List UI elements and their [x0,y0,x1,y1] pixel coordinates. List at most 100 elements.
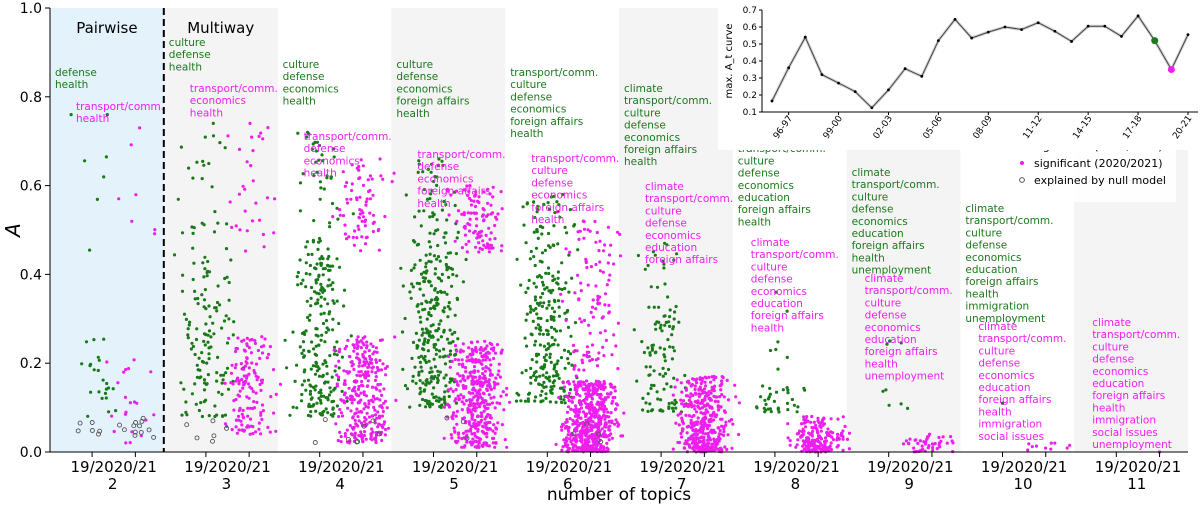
point-2020-2021 [447,213,451,217]
point-2019-2020 [445,337,450,341]
point-2020-2021 [337,350,341,354]
point-2019-2020 [776,367,780,371]
point-2019-2020 [313,266,317,270]
point-2020-2021 [691,423,695,427]
point-2019-2020 [430,162,434,166]
point-2019-2020 [434,342,438,347]
point-2020-2021 [578,317,582,321]
point-2019-2020 [206,373,210,377]
point-2020-2021 [798,429,802,433]
point-2020-2021 [567,446,572,451]
point-2020-2021 [364,357,368,361]
point-2020-2021 [687,436,691,441]
point-2020-2021 [490,401,495,405]
point-2020-2021 [382,401,386,405]
point-2020-2021 [470,382,474,386]
point-2020-2021 [500,207,504,211]
point-2019-2020 [203,135,207,139]
point-2019-2020 [215,379,219,383]
point-2019-2020 [314,149,318,153]
point-2020-2021 [841,415,845,419]
point-2020-2021 [365,340,369,344]
point-2020-2021 [950,439,954,443]
point-2020-2021 [603,329,607,333]
legend-marker [1019,177,1025,183]
point-2019-2020 [216,355,220,359]
point-2020-2021 [829,417,833,421]
point-2020-2021 [245,342,249,346]
point-2020-2021 [365,235,369,239]
point-2020-2021 [708,413,713,417]
inset-y-tick-label: 0.4 [743,57,758,67]
point-2020-2021 [489,212,493,216]
point-2019-2020 [428,370,432,374]
point-2020-2021 [357,215,361,220]
point-2020-2021 [700,388,704,393]
point-2019-2020 [299,399,304,403]
point-2020-2021 [803,447,807,451]
point-2020-2021 [463,366,468,370]
point-2020-2021 [807,431,811,435]
point-2020-2021 [451,389,455,393]
point-2020-2021 [595,230,599,235]
point-2020-2021 [360,379,364,384]
point-2019-2020 [205,361,209,365]
point-2020-2021 [614,407,618,411]
point-2020-2021 [588,434,592,438]
point-2020-2021 [837,437,841,441]
point-2019-2020 [202,275,206,279]
point-2019-2020 [768,386,772,390]
point-2020-2021 [371,193,375,197]
point-2020-2021 [243,209,247,213]
point-2019-2020 [674,400,678,405]
point-2019-2020 [560,400,564,404]
inset-point [887,88,890,92]
point-2019-2020 [413,215,417,219]
point-2020-2021 [355,342,359,346]
point-2020-2021 [371,430,375,434]
point-2020-2021 [484,407,489,411]
point-2019-2020 [647,373,651,377]
point-2019-2020 [666,367,671,372]
point-2020-2021 [355,338,359,342]
point-2020-2021 [453,357,457,362]
point-2019-2020 [659,398,663,402]
point-2020-2021 [579,289,583,293]
point-2019-2020 [557,376,561,380]
point-2019-2020 [670,406,675,410]
point-2019-2020 [534,326,538,330]
point-2020-2021 [481,400,485,404]
point-2020-2021 [461,342,465,346]
point-2020-2021 [343,223,347,227]
point-2020-2021 [554,442,558,446]
point-2020-2021 [357,410,361,414]
point-2019-2020 [432,345,436,349]
point-2019-2020 [762,406,766,410]
point-2020-2021 [492,386,496,390]
point-2019-2020 [540,232,544,236]
point-2019-2020 [438,405,442,409]
point-2020-2021 [478,392,482,396]
point-2019-2020 [196,302,200,306]
point-2020-2021 [810,431,814,435]
point-2019-2020 [202,332,207,336]
point-2020-2021 [706,424,710,428]
inset-y-tick-label: 0.5 [743,40,757,50]
point-2020-2021 [706,410,710,414]
point-2020-2021 [377,368,381,372]
point-2020-2021 [722,429,726,434]
point-2019-2020 [659,408,663,412]
point-2020-2021 [594,443,598,447]
point-2020-2021 [378,358,382,363]
point-2019-2020 [654,327,658,331]
point-2020-2021 [560,299,565,303]
point-2020-2021 [471,413,475,417]
null-model-point [132,432,138,438]
point-2019-2020 [555,362,559,366]
point-2020-2021 [588,411,592,415]
point-2020-2021 [716,447,720,451]
point-2020-2021 [477,358,481,362]
point-2019-2020 [544,348,549,352]
point-2019-2020 [203,343,207,347]
